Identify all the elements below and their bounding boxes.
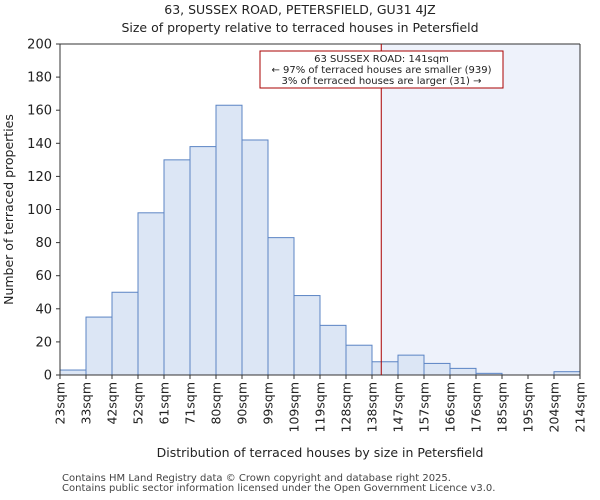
histogram-chart: 0 20 40 60 80 100 120 140 160 180 200 23sqm 33sqm 42s…	[1, 38, 588, 461]
y-tick-label-140: 140	[27, 137, 52, 152]
x-tick-label-195sqm: 195sqm	[521, 382, 536, 432]
histogram-bar-61sqm	[163, 159, 191, 376]
histogram-bar-23sqm	[59, 369, 87, 376]
x-tick-label-61sqm: 61sqm	[157, 382, 172, 425]
x-tick-label-109sqm: 109sqm	[287, 382, 302, 432]
x-tick-label-23sqm: 23sqm	[53, 382, 68, 425]
y-tick-label-120: 120	[27, 170, 52, 185]
y-tick-label-100: 100	[27, 203, 52, 218]
annotation-text-2: ← 97% of terraced houses are smaller (93…	[271, 65, 491, 76]
histogram-bar-80sqm	[215, 104, 243, 376]
histogram-bar-71sqm	[189, 146, 217, 376]
histogram-bar-109sqm	[293, 295, 321, 376]
x-tick-label-138sqm: 138sqm	[365, 382, 380, 432]
y-tick-label-20: 20	[35, 335, 52, 350]
x-tick-label-119sqm: 119sqm	[313, 382, 328, 432]
x-tick-label-128sqm: 128sqm	[339, 382, 354, 432]
x-axis-title: Distribution of terraced houses by size …	[157, 445, 484, 460]
x-tick-label-214sqm: 214sqm	[573, 382, 588, 432]
y-tick-label-80: 80	[35, 236, 52, 251]
histogram-bar-52sqm	[137, 212, 165, 376]
x-tick-label-80sqm: 80sqm	[209, 382, 224, 425]
histogram-bar-42sqm	[111, 291, 139, 376]
x-tick-label-90sqm: 90sqm	[235, 382, 250, 425]
x-tick-label-33sqm: 33sqm	[79, 382, 94, 425]
y-tick-label-160: 160	[27, 104, 52, 119]
histogram-bar-138sqm	[371, 361, 399, 376]
x-tick-label-185sqm: 185sqm	[495, 382, 510, 432]
x-tick-label-71sqm: 71sqm	[183, 382, 198, 425]
histogram-bar-128sqm	[345, 344, 373, 376]
chart-title: 63, SUSSEX ROAD, PETERSFIELD, GU31 4JZ	[164, 2, 436, 17]
histogram-bar-90sqm	[241, 139, 269, 376]
x-tick-label-157sqm: 157sqm	[417, 382, 432, 432]
x-tick-label-147sqm: 147sqm	[391, 382, 406, 432]
y-tick-label-200: 200	[27, 38, 52, 53]
x-tick-label-42sqm: 42sqm	[105, 382, 120, 425]
histogram-bar-166sqm	[449, 367, 477, 376]
footer-line-2: Contains public sector information licen…	[62, 483, 496, 494]
x-tick-label-99sqm: 99sqm	[261, 382, 276, 425]
histogram-bar-119sqm	[319, 324, 347, 376]
histogram-bar-147sqm	[397, 354, 425, 376]
annotation-box	[259, 50, 504, 89]
annotation-text-1: 63 SUSSEX ROAD: 141sqm	[314, 54, 449, 65]
y-tick-label-0: 0	[44, 369, 52, 384]
x-tick-label-52sqm: 52sqm	[131, 382, 146, 425]
y-tick-label-180: 180	[27, 71, 52, 86]
y-tick-label-60: 60	[35, 269, 52, 284]
x-tick-label-166sqm: 166sqm	[443, 382, 458, 432]
histogram-bar-99sqm	[267, 237, 295, 376]
histogram-bar-33sqm	[85, 316, 113, 376]
x-tick-label-204sqm: 204sqm	[547, 382, 562, 432]
histogram-bar-157sqm	[423, 362, 451, 376]
y-tick-label-40: 40	[35, 302, 52, 317]
annotation-text-3: 3% of terraced houses are larger (31) →	[282, 76, 482, 87]
chart-subtitle: Size of property relative to terraced ho…	[121, 20, 479, 35]
y-axis-title: Number of terraced properties	[1, 114, 16, 305]
footer-line-1: Contains HM Land Registry data © Crown c…	[62, 473, 451, 484]
x-tick-label-176sqm: 176sqm	[469, 382, 484, 432]
larger-region-highlight	[381, 44, 580, 375]
